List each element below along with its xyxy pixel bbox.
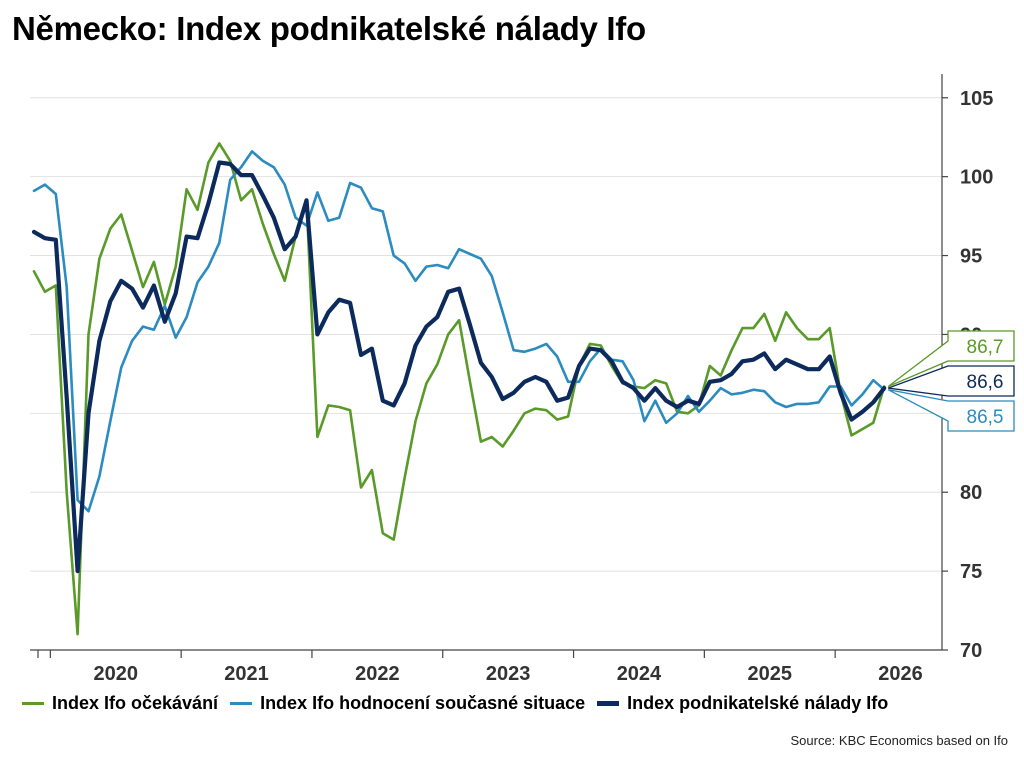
legend-item: Index Ifo očekávání bbox=[22, 693, 218, 714]
series-line-expectations bbox=[32, 142, 886, 636]
legend-label: Index Ifo očekávání bbox=[52, 693, 219, 713]
x-axis: 2020 2021 2022 2023 2024 2025 2026 bbox=[30, 649, 942, 685]
end-value-labels: 86,7 86,6 86,5 bbox=[887, 330, 1015, 432]
y-tick-label: 80 bbox=[960, 482, 982, 504]
series-line-current bbox=[32, 150, 886, 513]
end-label-box-0 bbox=[887, 330, 1015, 388]
series-lines bbox=[31, 142, 887, 636]
x-tick-label: 2026 bbox=[878, 663, 923, 685]
legend-swatch bbox=[230, 702, 253, 705]
y-tick-label: 70 bbox=[960, 640, 982, 662]
end-value-label: 86,6 bbox=[967, 372, 1004, 393]
legend-item: Index podnikatelské nálady Ifo bbox=[597, 693, 888, 714]
legend-swatch bbox=[22, 702, 44, 705]
end-value-label: 86,7 bbox=[967, 337, 1004, 358]
legend-item: Index Ifo hodnocení současné situace bbox=[230, 693, 585, 714]
end-value-label: 86,5 bbox=[967, 407, 1004, 428]
x-tick-label: 2024 bbox=[617, 663, 662, 685]
x-tick-label: 2020 bbox=[94, 663, 139, 685]
y-tick-label: 105 bbox=[960, 88, 993, 110]
legend-label: Index Ifo hodnocení současné situace bbox=[260, 693, 586, 713]
end-label-box-2 bbox=[887, 365, 1015, 397]
x-tick-label: 2025 bbox=[748, 663, 793, 685]
x-tick-label: 2021 bbox=[224, 663, 269, 685]
legend-label: Index podnikatelské nálady Ifo bbox=[627, 693, 889, 713]
source-note: Source: KBC Economics based on Ifo bbox=[790, 733, 1008, 748]
x-tick-label: 2023 bbox=[486, 663, 531, 685]
y-tick-label: 95 bbox=[960, 246, 982, 268]
legend-swatch bbox=[597, 701, 620, 706]
x-tick-label: 2022 bbox=[355, 663, 400, 685]
y-tick-label: 75 bbox=[960, 561, 982, 583]
line-chart: 707580859095100105 202020212022202320242… bbox=[30, 74, 1015, 685]
series-line-business bbox=[31, 160, 887, 574]
end-label-box-1 bbox=[887, 389, 1015, 432]
chart-title: Německo: Index podnikatelské nálady Ifo bbox=[12, 10, 646, 47]
y-tick-label: 100 bbox=[960, 167, 993, 189]
legend: Index Ifo očekávání Index Ifo hodnocení s… bbox=[22, 693, 900, 714]
grid-lines bbox=[30, 97, 942, 651]
